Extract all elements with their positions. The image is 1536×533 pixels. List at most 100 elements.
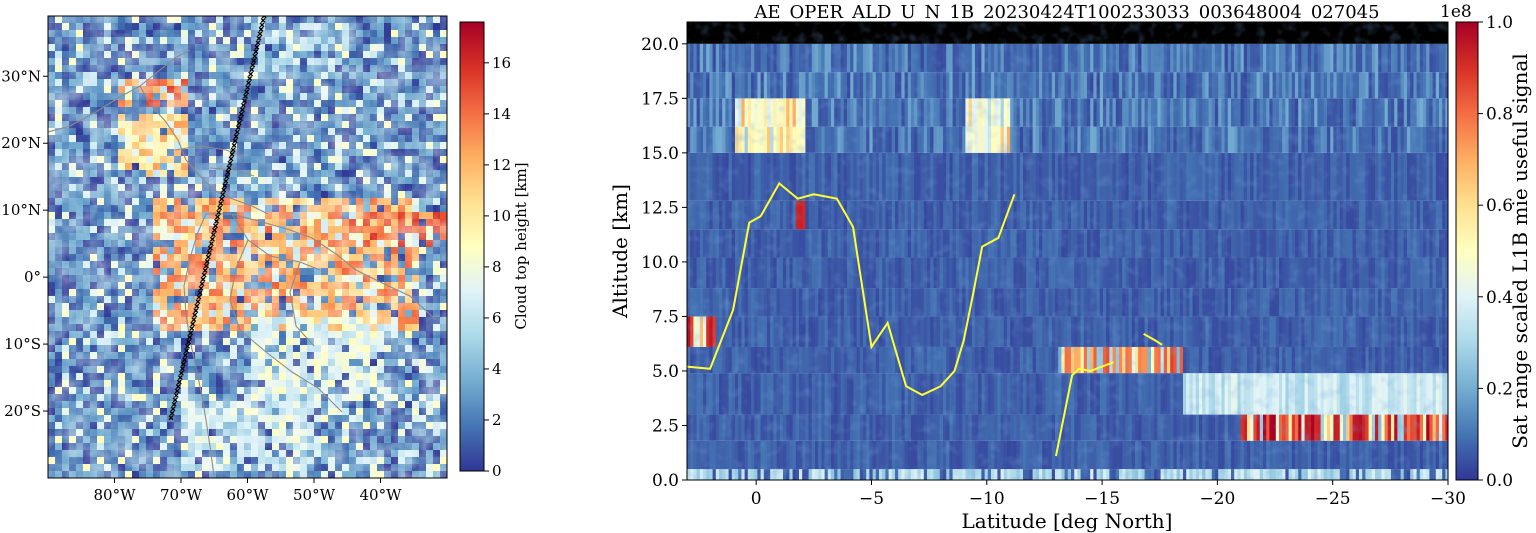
track-marker [225,169,231,175]
map-x-tick-label: 60°W [226,486,269,504]
track-marker [248,71,254,77]
coastline-north-america [48,49,269,215]
track-marker [173,392,179,398]
track-marker [254,44,260,50]
track-marker [256,35,262,41]
track-marker [178,370,184,376]
track-marker [243,93,248,99]
track-marker [239,107,245,113]
track-marker [203,263,209,269]
track-marker [186,339,192,345]
track-marker [238,111,244,117]
cloud-top-height-colorbar-tick-label: 16 [492,54,511,72]
track-marker [184,348,190,354]
track-marker [257,31,263,37]
track-marker [231,142,237,148]
track-marker [174,388,180,394]
track-marker [237,116,243,122]
coastline-caribbean [174,145,255,177]
track-marker [229,151,235,157]
track-marker [215,214,221,220]
track-marker [185,343,191,349]
cloud-top-height-colorbar-tick-label: 2 [492,411,502,429]
map-x-tick-label: 50°W [293,486,336,504]
cloud-top-height-colorbar-tick-label: 12 [492,156,511,174]
track-marker [197,290,203,296]
satellite-ground-track [168,16,267,421]
map-y-tick-label: 10°S [4,335,41,353]
cloud-top-height-colorbar-fill [459,21,485,472]
cloud-texture [48,16,447,478]
track-marker [223,178,229,184]
track-marker [216,209,222,215]
track-marker [196,294,202,300]
track-marker [179,366,185,372]
track-marker [187,334,193,340]
track-marker [202,267,208,273]
track-marker [204,259,210,264]
track-marker [209,236,215,242]
track-marker [195,299,201,305]
cloud-top-height-colorbar-tick-label: 14 [492,105,511,123]
cloud-top-height-colorbar-tick-label: 10 [492,207,511,225]
map-y-tick-label: 20°N [1,134,41,152]
track-marker [208,241,214,247]
track-marker [168,415,174,421]
track-marker [194,303,200,309]
map-y-tick-label: 0° [24,268,41,286]
track-marker [242,98,247,104]
cloud-top-height-colorbar-tick-label: 0 [492,462,502,480]
track-marker [258,26,264,32]
track-marker [236,120,242,126]
profile-title: AE_OPER_ALD_U_N_1B_20230424T100233033_00… [753,2,1379,23]
track-marker [177,375,183,381]
track-marker [201,272,207,278]
track-marker [244,89,249,95]
track-marker [207,245,213,251]
track-marker [227,160,233,166]
profile-panel: AE_OPER_ALD_U_N_1B_20230424T100233033_00… [608,2,1466,533]
track-marker [251,58,257,64]
track-marker [261,16,267,19]
cloud-top-height-colorbar-label: Cloud top height [km] [512,162,530,329]
track-marker [234,129,240,135]
track-marker [190,321,196,327]
track-marker [212,227,217,233]
track-marker [228,156,234,162]
track-marker [222,183,228,189]
track-marker [247,76,253,81]
track-marker [176,379,182,385]
track-marker [180,361,186,367]
track-marker [245,84,251,90]
track-marker [249,67,255,73]
track-marker [255,40,261,46]
map-y-ticks: 30°N20°N10°N0°10°S20°S [1,67,48,420]
track-marker [220,192,226,198]
track-marker [182,357,187,363]
track-marker [192,312,198,318]
track-marker [198,285,204,291]
track-marker [188,330,194,336]
track-marker [217,205,223,211]
map-x-tick-label: 80°W [93,486,136,504]
track-marker [221,187,227,193]
track-marker [214,218,220,224]
track-marker [193,308,199,314]
track-marker [218,201,224,206]
track-marker [259,22,265,28]
track-marker [260,18,266,23]
track-marker [240,102,246,108]
track-marker [205,254,211,260]
track-marker [175,384,181,389]
track-marker [253,49,259,55]
map-x-tick-label: 70°W [160,486,203,504]
track-marker [206,250,212,256]
track-marker [169,410,175,416]
track-marker [199,281,205,287]
track-marker [170,406,176,412]
map-y-tick-label: 20°S [4,402,41,420]
track-marker [171,401,177,407]
